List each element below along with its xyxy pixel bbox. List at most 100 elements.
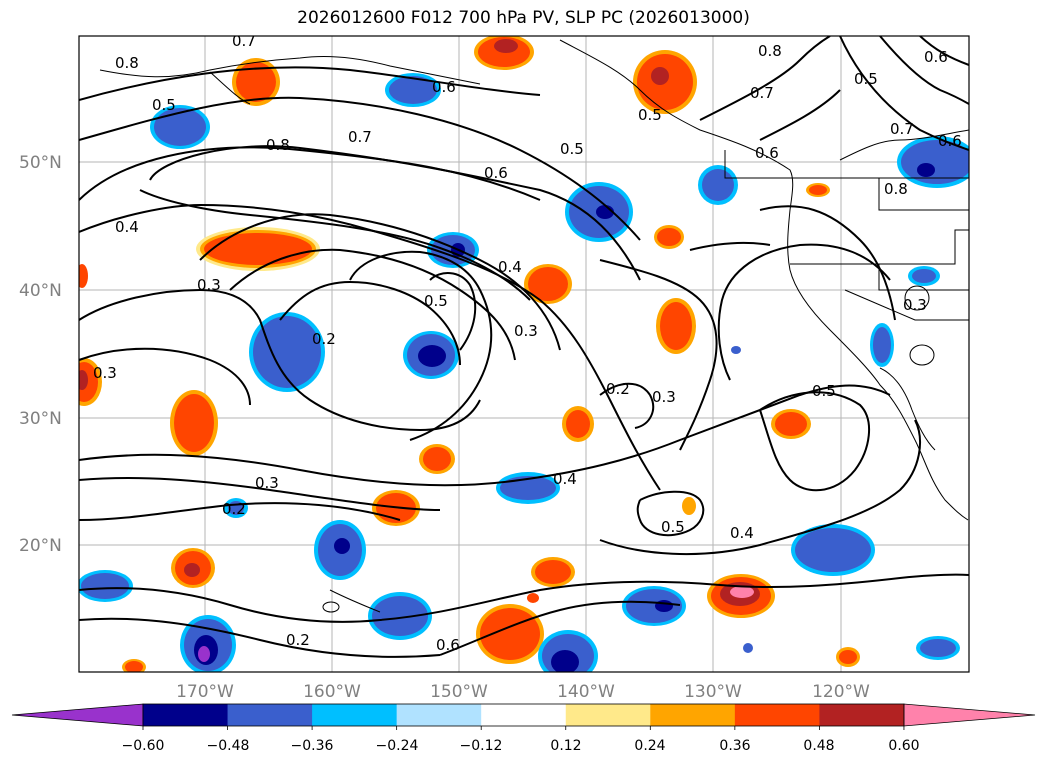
contour-label: 0.5 <box>560 140 584 158</box>
contour-label: 0.6 <box>938 132 962 150</box>
colorbar-tick: 0.36 <box>719 738 750 754</box>
lat-label: 50°N <box>19 153 62 173</box>
longitude-labels: 170°W 160°W 150°W 140°W 130°W 120°W <box>176 682 870 702</box>
colorbar: −0.60 −0.48 −0.36 −0.24 −0.12 0.12 0.24 … <box>11 703 1036 754</box>
lat-label: 30°N <box>19 409 62 429</box>
colorbar-tick: −0.24 <box>376 738 419 754</box>
contour-label: 0.5 <box>661 518 685 536</box>
pos-blob <box>806 183 830 197</box>
contour-label: 0.5 <box>424 292 448 310</box>
lat-label: 20°N <box>19 536 62 556</box>
contour-label: 0.8 <box>758 42 782 60</box>
neg-blob <box>565 182 633 242</box>
pos-blob <box>771 409 811 439</box>
contour-label: 0.6 <box>484 164 508 182</box>
neg-blob <box>731 346 741 354</box>
contour-label: 0.5 <box>152 96 176 114</box>
lon-label: 170°W <box>176 682 234 702</box>
negative-anomaly-areas <box>79 73 969 672</box>
lat-label: 40°N <box>19 281 62 301</box>
neg-blob <box>870 323 894 367</box>
latitude-labels: 50°N 40°N 30°N 20°N <box>19 153 62 556</box>
colorbar-tick: 0.60 <box>888 738 919 754</box>
colorbar-segment <box>565 704 651 726</box>
pos-blob <box>196 227 320 271</box>
neg-blob <box>698 165 738 205</box>
colorbar-tick: −0.36 <box>291 738 334 754</box>
contour-label: 0.3 <box>652 388 676 406</box>
neg-blob <box>908 266 940 286</box>
colorbar-outline <box>142 703 905 727</box>
contour-label: 0.8 <box>115 54 139 72</box>
colorbar-tick: 0.12 <box>550 738 581 754</box>
contour-label: 0.7 <box>890 120 914 138</box>
contour-label: 0.5 <box>854 70 878 88</box>
neg-blob <box>496 472 560 504</box>
pos-blob <box>656 298 696 354</box>
neg-blob <box>385 73 441 107</box>
colorbar-segment <box>650 704 736 726</box>
neg-blob <box>791 524 875 576</box>
contour-label: 0.2 <box>606 380 630 398</box>
colorbar-segment <box>734 704 820 726</box>
contour-label: 0.6 <box>755 144 779 162</box>
contour-label: 0.5 <box>812 382 836 400</box>
pos-blob <box>474 36 534 70</box>
neg-blob <box>314 520 366 580</box>
colorbar-segment <box>143 704 229 726</box>
pos-blob <box>654 225 684 249</box>
colorbar-tick: −0.48 <box>207 738 250 754</box>
colorbar-tick: 0.48 <box>803 738 834 754</box>
coastlines <box>99 39 969 613</box>
contour-label: 0.7 <box>750 84 774 102</box>
colorbar-segment <box>227 704 313 726</box>
contour-label: 0.3 <box>93 364 117 382</box>
colorbar-segment <box>481 704 567 726</box>
neg-blob <box>622 586 686 626</box>
contour-label: 0.8 <box>884 180 908 198</box>
pos-blob <box>79 358 102 406</box>
pos-blob <box>419 444 455 474</box>
neg-blob <box>897 136 969 188</box>
pos-blob <box>122 659 146 672</box>
contour-label: 0.2 <box>312 330 336 348</box>
pos-blob <box>524 264 572 304</box>
contour-label: 0.6 <box>924 48 948 66</box>
lon-label: 130°W <box>684 682 742 702</box>
colorbar-segment <box>819 704 905 726</box>
pos-blob <box>170 390 218 456</box>
contour-label: 0.3 <box>197 276 221 294</box>
contour-lines <box>79 36 969 658</box>
colorbar-segment <box>312 704 398 726</box>
colorbar-ticks: −0.60 −0.48 −0.36 −0.24 −0.12 0.12 0.24 … <box>122 738 920 754</box>
pos-blob <box>836 647 860 667</box>
pos-blob <box>562 406 594 442</box>
contour-label: 0.8 <box>266 136 290 154</box>
pos-blob <box>79 264 88 288</box>
contour-label: 0.2 <box>286 631 310 649</box>
colorbar-extend-left <box>11 703 144 727</box>
lon-label: 160°W <box>303 682 361 702</box>
neg-blob <box>403 331 459 379</box>
pos-blob <box>682 497 696 515</box>
contour-label: 0.3 <box>514 322 538 340</box>
pos-blob <box>531 557 575 587</box>
pos-blob <box>707 574 775 618</box>
colorbar-segment <box>396 704 482 726</box>
neg-blob <box>916 636 960 660</box>
contour-label: 0.3 <box>903 296 927 314</box>
neg-blob <box>743 643 753 653</box>
map-frame <box>78 35 970 673</box>
contour-label: 0.4 <box>498 258 522 276</box>
pos-blob <box>171 548 215 588</box>
lon-label: 140°W <box>557 682 615 702</box>
contour-label: 0.2 <box>222 500 246 518</box>
positive-anomaly-areas <box>79 36 860 672</box>
contour-label: 0.4 <box>730 524 754 542</box>
contour-label: 0.7 <box>348 128 372 146</box>
contour-label: 0.3 <box>255 474 279 492</box>
map-title: 2026012600 F012 700 hPa PV, SLP PC (2026… <box>297 8 750 28</box>
lon-label: 150°W <box>430 682 488 702</box>
colorbar-segments <box>11 703 1036 730</box>
